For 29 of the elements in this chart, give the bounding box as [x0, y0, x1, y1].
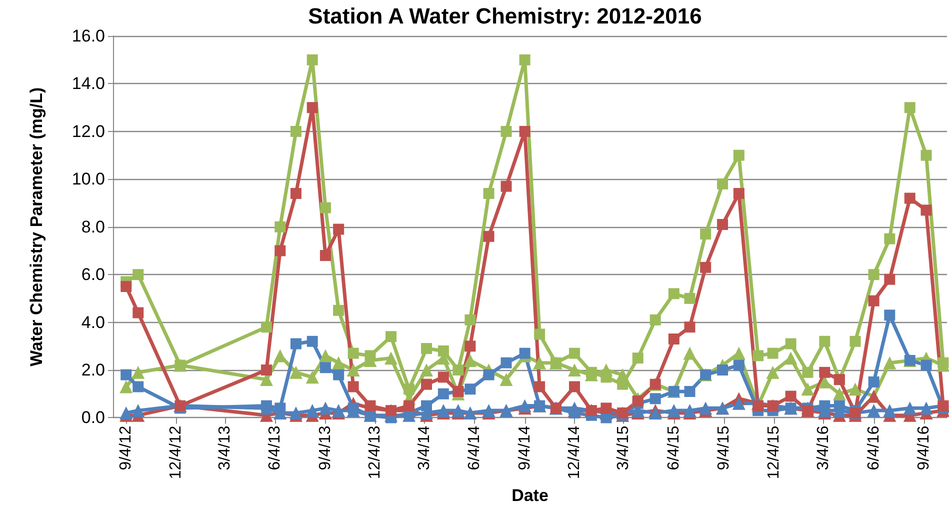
- x-tick-label: 6/4/13: [266, 426, 284, 470]
- x-tick-label: 9/4/12: [118, 426, 135, 470]
- x-tick-label: 12/4/12: [167, 426, 184, 480]
- x-tick-label: 6/4/14: [466, 426, 484, 470]
- y-tick-label: 2.0: [81, 360, 105, 380]
- x-tick-label: 9/4/14: [516, 426, 534, 470]
- x-tick-label: 9/4/15: [716, 426, 733, 470]
- x-tick-label: 6/4/16: [865, 426, 882, 470]
- y-tick-label: 8.0: [81, 217, 105, 236]
- y-tick-label: 14.0: [72, 74, 105, 94]
- x-axis-title: Date: [512, 486, 548, 505]
- y-tick-label: 6.0: [81, 265, 105, 284]
- y-axis-title: Water Chemistry Parameter (mg/L): [27, 87, 46, 366]
- x-tick-label: 3/4/14: [416, 426, 433, 470]
- y-tick-label: 4.0: [81, 312, 105, 332]
- chart-title: Station A Water Chemistry: 2012-2016: [308, 4, 702, 28]
- y-tick-label: 16.0: [72, 26, 105, 46]
- x-tick-label: 12/4/14: [566, 426, 584, 480]
- y-tick-label: 10.0: [72, 170, 105, 189]
- x-tick-label: 9/4/16: [916, 426, 933, 470]
- x-tick-label: 3/4/15: [615, 426, 632, 470]
- x-tick-label: 12/4/15: [765, 426, 782, 480]
- y-tick-label: 12.0: [72, 122, 105, 141]
- x-tick-label: 3/4/13: [216, 426, 234, 470]
- x-tick-label: 12/4/13: [366, 426, 384, 480]
- x-tick-label: 6/4/15: [665, 426, 682, 470]
- y-tick-label: 0.0: [81, 408, 105, 428]
- x-tick-label: 9/4/13: [316, 426, 334, 470]
- x-tick-label: 3/4/16: [815, 426, 832, 470]
